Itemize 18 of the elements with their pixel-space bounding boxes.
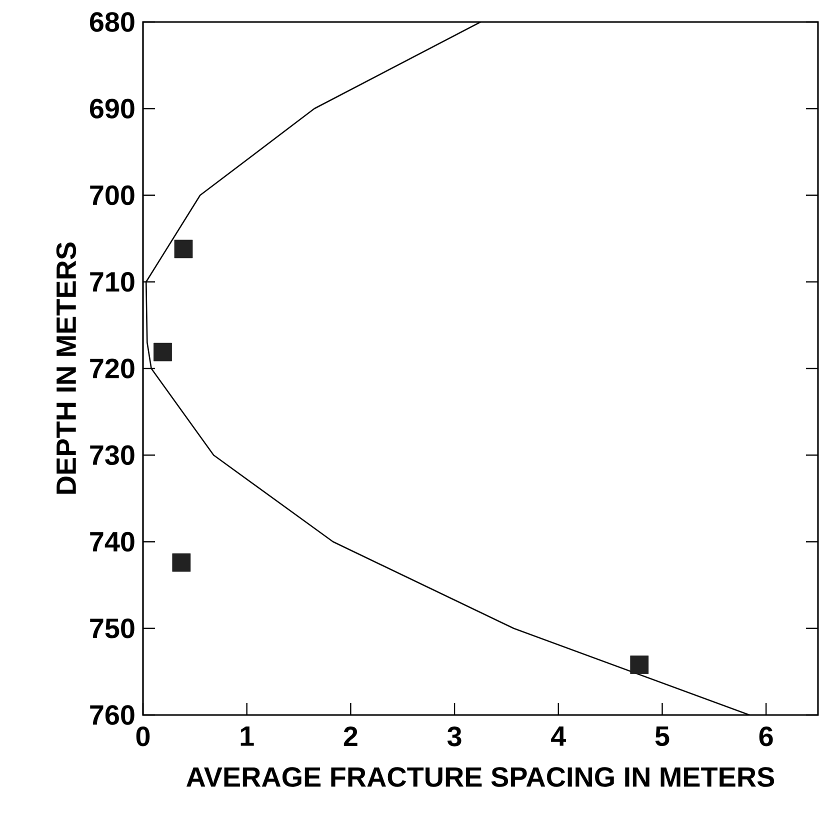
y-tick-label: 730	[90, 445, 134, 466]
x-tick-label: 3	[447, 726, 462, 746]
y-tick-label: 680	[90, 12, 134, 32]
y-tick-label: 710	[90, 272, 134, 292]
x-tick-label: 4	[551, 726, 566, 746]
y-axis-title: DEPTH IN METERS	[56, 242, 76, 494]
y-tick-label: 750	[90, 618, 134, 638]
x-axis-title: AVERAGE FRACTURE SPACING IN METERS	[186, 767, 774, 787]
x-tick-label: 1	[240, 726, 254, 746]
x-tick-label: 2	[344, 726, 358, 746]
x-tick-label: 0	[136, 726, 150, 746]
y-tick-label: 760	[90, 705, 134, 725]
y-tick-label: 740	[90, 532, 134, 552]
y-tick-label: 690	[90, 98, 134, 118]
y-tick-label: 720	[90, 358, 134, 378]
x-tick-label: 5	[655, 726, 670, 746]
y-tick-label: 700	[90, 185, 134, 206]
x-tick-label: 6	[759, 726, 773, 746]
